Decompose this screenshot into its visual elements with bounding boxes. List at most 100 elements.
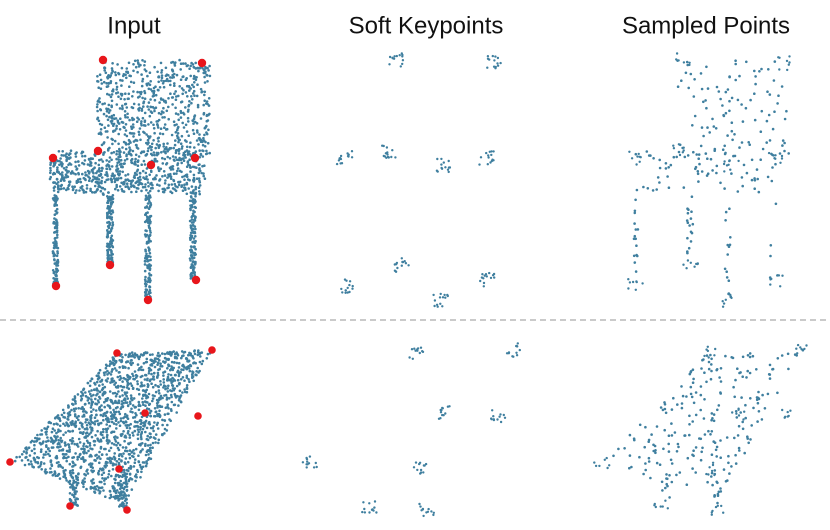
point bbox=[108, 160, 111, 163]
point bbox=[55, 431, 58, 435]
point bbox=[117, 421, 120, 424]
point bbox=[178, 389, 182, 393]
point bbox=[180, 100, 184, 103]
point bbox=[761, 147, 765, 151]
point bbox=[53, 470, 57, 473]
point bbox=[777, 274, 781, 277]
point bbox=[748, 355, 752, 359]
point bbox=[178, 85, 181, 88]
point bbox=[187, 378, 190, 381]
point bbox=[696, 170, 700, 173]
point bbox=[713, 354, 716, 357]
point bbox=[20, 459, 24, 462]
point bbox=[176, 352, 179, 356]
point bbox=[98, 181, 101, 184]
point bbox=[130, 450, 134, 454]
point bbox=[720, 504, 723, 508]
point bbox=[704, 99, 707, 102]
point bbox=[753, 69, 756, 73]
point bbox=[77, 160, 80, 163]
point bbox=[147, 237, 151, 240]
point bbox=[686, 259, 690, 262]
point bbox=[113, 391, 117, 395]
point bbox=[121, 146, 124, 149]
point bbox=[198, 360, 202, 364]
point bbox=[68, 180, 72, 184]
point bbox=[91, 429, 94, 432]
point bbox=[639, 156, 642, 159]
point bbox=[129, 148, 132, 152]
point bbox=[110, 495, 113, 499]
point bbox=[142, 394, 145, 398]
point bbox=[172, 172, 176, 175]
point bbox=[199, 117, 203, 120]
point bbox=[148, 402, 152, 406]
point bbox=[166, 352, 169, 355]
point bbox=[492, 150, 495, 153]
point bbox=[144, 194, 148, 198]
point bbox=[135, 190, 138, 193]
point bbox=[90, 410, 93, 414]
point bbox=[633, 261, 637, 264]
point bbox=[142, 176, 145, 179]
point bbox=[677, 150, 681, 154]
point bbox=[107, 248, 111, 251]
point bbox=[108, 230, 112, 233]
point bbox=[120, 483, 124, 487]
point bbox=[741, 420, 744, 424]
point bbox=[174, 131, 178, 134]
point bbox=[53, 417, 57, 420]
point bbox=[180, 147, 184, 150]
point bbox=[636, 155, 639, 158]
point bbox=[684, 71, 688, 75]
point bbox=[126, 97, 130, 101]
point bbox=[205, 357, 209, 360]
point bbox=[96, 429, 99, 433]
point bbox=[192, 245, 196, 248]
point bbox=[176, 132, 180, 135]
point bbox=[85, 423, 89, 427]
point bbox=[147, 191, 150, 195]
point bbox=[193, 271, 196, 274]
point bbox=[202, 103, 205, 107]
point bbox=[93, 490, 96, 494]
point bbox=[408, 356, 411, 359]
point bbox=[689, 240, 693, 243]
point bbox=[74, 172, 77, 176]
keypoint bbox=[143, 295, 153, 305]
point bbox=[185, 165, 189, 168]
point bbox=[163, 352, 167, 356]
point bbox=[168, 418, 171, 421]
point bbox=[100, 186, 104, 190]
point bbox=[690, 395, 694, 399]
point bbox=[95, 387, 99, 390]
point bbox=[711, 417, 714, 420]
point bbox=[717, 490, 721, 494]
point bbox=[675, 450, 679, 453]
point bbox=[148, 229, 152, 232]
point bbox=[404, 262, 408, 265]
point bbox=[102, 428, 105, 431]
point bbox=[170, 365, 173, 368]
point bbox=[175, 361, 179, 365]
point bbox=[157, 118, 161, 122]
point bbox=[187, 359, 191, 363]
point bbox=[81, 392, 84, 395]
point bbox=[335, 162, 339, 166]
point bbox=[149, 121, 153, 124]
point bbox=[195, 139, 199, 142]
point bbox=[419, 505, 422, 508]
point bbox=[760, 109, 764, 113]
point bbox=[49, 175, 52, 179]
point bbox=[114, 419, 118, 423]
point bbox=[734, 59, 737, 62]
point bbox=[88, 384, 92, 388]
point bbox=[42, 453, 46, 456]
point bbox=[55, 456, 58, 460]
point bbox=[99, 421, 103, 425]
point bbox=[670, 434, 674, 437]
point bbox=[735, 416, 739, 419]
point bbox=[187, 353, 190, 357]
point bbox=[128, 433, 131, 437]
point bbox=[430, 510, 433, 513]
